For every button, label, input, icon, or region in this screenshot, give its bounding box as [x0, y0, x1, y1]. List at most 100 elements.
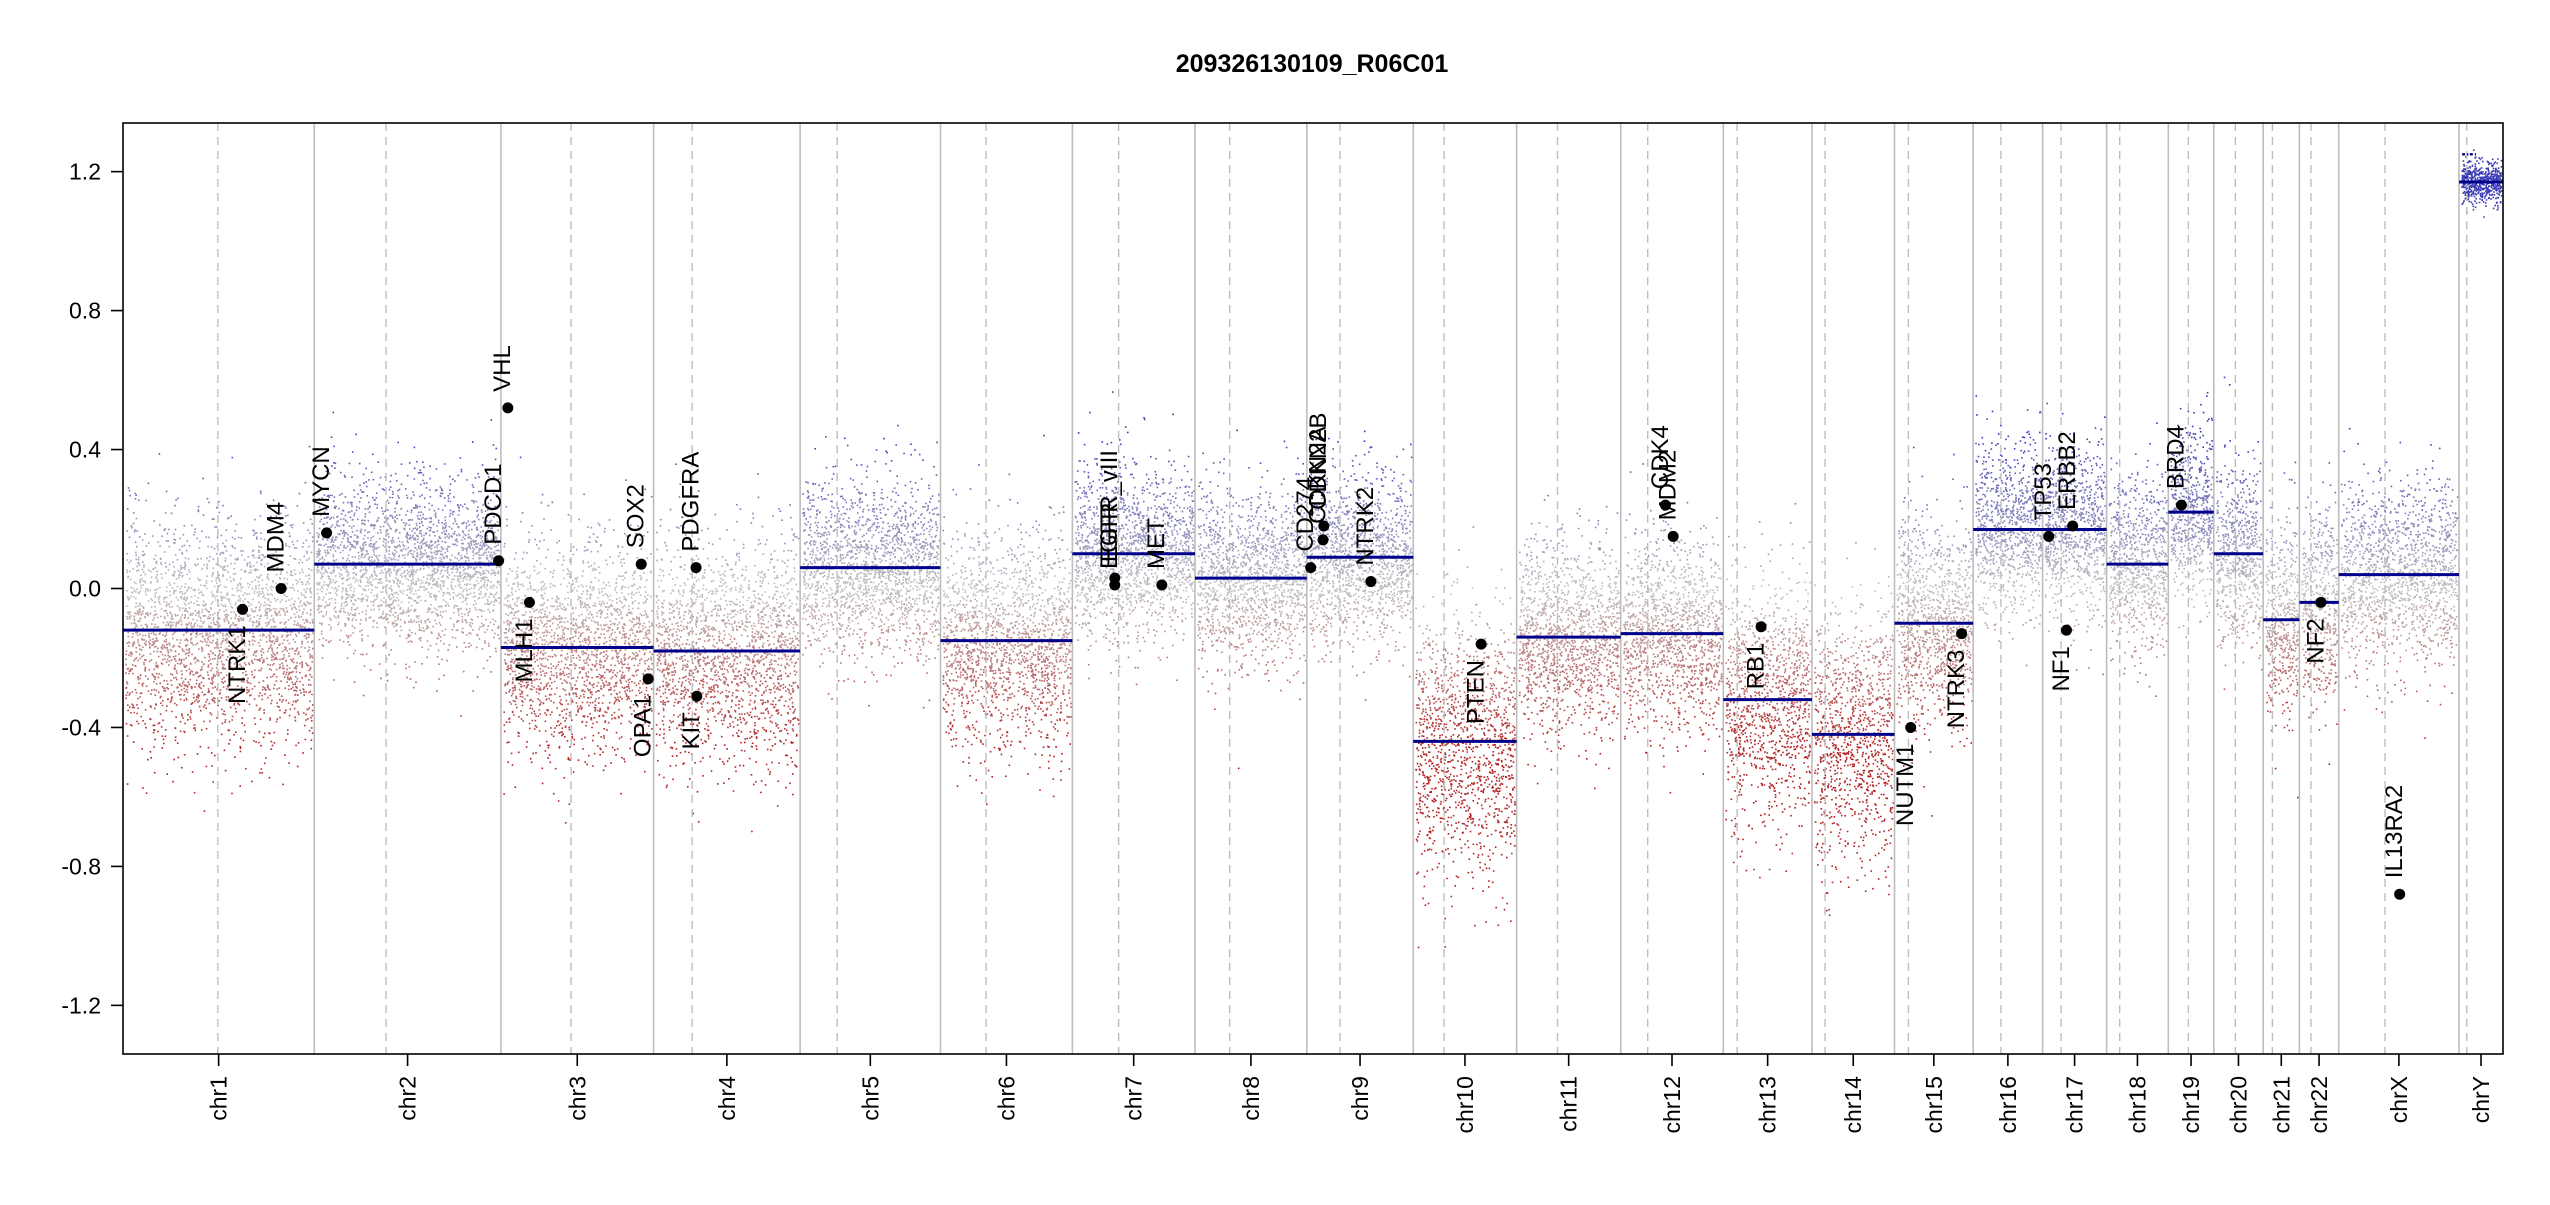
probe-point-group-chr9-181 — [1358, 463, 1361, 466]
probe-point-group-chr14-127 — [1882, 678, 1884, 681]
probe-point-group-chr7-64 — [1079, 496, 1177, 499]
probe-point-group-chr9-137 — [1328, 500, 1403, 503]
probe-point-group-chr2-3 — [348, 613, 470, 617]
probe-point-group-chr20-114 — [2230, 538, 2233, 541]
probe-point-group-chrX-102 — [2369, 564, 2457, 568]
probe-point-group-chr6-68 — [987, 705, 1072, 708]
probe-point-group-chr21-62 — [2273, 657, 2299, 661]
probe-point-group-chr19-3 — [2192, 433, 2197, 435]
probe-point-group-chr1-121 — [165, 604, 307, 607]
probe-point-group-chr5-54 — [802, 597, 939, 600]
probe-point-group-chr12-92 — [1650, 565, 1698, 569]
probe-point-group-chr9-176 — [1325, 654, 1327, 657]
probe-point-group-chr11-169 — [1530, 551, 1545, 554]
probe-point-group-chr16-59 — [1975, 548, 2040, 551]
probe-point-group-chr6-198 — [1007, 524, 1009, 527]
probe-point-group-chr11-19 — [1554, 625, 1613, 628]
probe-point-group-chr11-35 — [1542, 670, 1614, 674]
probe-point-group-chrY-0 — [2461, 149, 2503, 218]
probe-point-group-chr11-121 — [1571, 606, 1618, 609]
probe-points-chrX — [2340, 427, 2459, 739]
probe-point-group-chr21-42 — [2274, 541, 2286, 544]
gene-point-mlh1 — [523, 596, 535, 608]
probe-point-group-chr2-38 — [322, 575, 475, 578]
probe-point-group-chr11-204 — [1580, 723, 1610, 726]
probe-point-group-chr4-106 — [660, 700, 769, 704]
x-tick-label-chr3: chr3 — [564, 1076, 590, 1121]
probe-point-group-chr13-135 — [1743, 546, 1746, 549]
probe-point-group-chr21-63 — [2275, 667, 2292, 671]
probe-point-group-chr16-30 — [1995, 490, 2008, 493]
probe-point-group-chr13-40 — [1791, 557, 1794, 560]
probe-point-group-chr14-8 — [1829, 713, 1881, 715]
probe-point-group-chr7-153 — [1092, 480, 1094, 483]
probe-point-group-chr8-88 — [1198, 532, 1299, 536]
probe-point-group-chr13-70 — [1726, 703, 1806, 706]
probe-point-group-chr15-78 — [1904, 648, 1969, 652]
probe-point-group-chr11-72 — [1601, 739, 1603, 742]
probe-point-group-chr13-185 — [1794, 503, 1797, 505]
probe-point-group-chr5-103 — [805, 647, 901, 650]
probe-point-group-chrX-31 — [2345, 538, 2454, 542]
probe-point-group-chr18-169 — [2164, 471, 2167, 474]
probe-point-group-chr21-73 — [2271, 539, 2288, 543]
probe-point-group-chrX-193 — [2355, 664, 2441, 667]
probe-point-group-chr9-182 — [1357, 637, 1376, 641]
probe-points-chr3 — [503, 456, 653, 824]
probe-point-group-chr20-31 — [2259, 654, 2262, 657]
probe-point-group-chr1-72 — [160, 726, 163, 728]
probe-point-group-chr10-147 — [1478, 615, 1481, 618]
probe-point-group-chr4-8 — [658, 621, 797, 625]
probe-point-group-chr20-102 — [2227, 486, 2229, 488]
probe-point-group-chr14-128 — [1827, 629, 1830, 631]
probe-point-group-chr1-40 — [127, 597, 300, 600]
probe-point-group-chr1-43 — [137, 556, 272, 559]
probe-point-group-chr17-134 — [2048, 630, 2050, 633]
probe-point-group-chr10-43 — [1435, 633, 1463, 636]
probe-point-group-chr14-149 — [1826, 648, 1829, 650]
probe-point-group-chr2-215 — [372, 453, 374, 456]
probe-point-group-chr18-35 — [2111, 516, 2163, 519]
probe-point-group-chr5-166 — [878, 641, 918, 644]
probe-point-group-chr7-180 — [1133, 502, 1172, 505]
probe-point-group-chr3-236 — [519, 456, 522, 459]
probe-point-group-chr11-69 — [1546, 731, 1557, 733]
probe-point-group-chr11-200 — [1558, 721, 1613, 724]
probe-point-group-chr3-4 — [548, 693, 649, 696]
probe-point-group-chr12-217 — [1669, 545, 1672, 547]
probe-point-group-chr6-4 — [993, 677, 1061, 681]
probe-point-group-chr22-114 — [2318, 687, 2327, 690]
probe-point-group-chr2-49 — [347, 533, 488, 537]
probe-point-group-chr10-145 — [1479, 678, 1482, 681]
probe-point-group-chr17-7 — [2048, 515, 2096, 518]
probe-point-group-chr6-207 — [955, 493, 957, 496]
probe-point-group-chr14-49 — [1854, 627, 1857, 630]
probe-point-group-chr11-195 — [1545, 543, 1593, 545]
probe-point-group-chr1-244 — [208, 501, 210, 504]
probe-point-group-chr22-177 — [2336, 577, 2338, 580]
probe-point-group-chr20-147 — [2247, 451, 2249, 453]
probe-point-group-chr19-1 — [2186, 587, 2188, 590]
probe-point-group-chr5-170 — [851, 620, 939, 622]
probe-point-group-chr8-42 — [1213, 541, 1304, 544]
probe-point-group-chr3-102 — [550, 727, 564, 729]
probe-point-group-chr6-90 — [973, 621, 1072, 625]
probe-point-group-chr17-155 — [2051, 597, 2054, 599]
probe-point-group-chr3-135 — [511, 630, 647, 634]
probe-point-group-chr3-23 — [510, 591, 647, 594]
probe-point-group-chr22-83 — [2326, 623, 2336, 626]
probe-point-group-chr6-109 — [949, 624, 1068, 628]
probe-point-group-chr14-107 — [1876, 638, 1884, 641]
probe-point-group-chr12-170 — [1653, 720, 1658, 722]
x-axis: chr1 chr2 chr3 chr4 chr5 chr6 chr7 chr8 chr9 chr1… — [206, 1054, 2494, 1134]
probe-point-group-chr5-128 — [823, 497, 932, 500]
probe-point-group-chr10-130 — [1423, 647, 1460, 650]
probe-point-group-chr5-163 — [837, 680, 878, 683]
probe-point-group-chr5-192 — [936, 441, 938, 444]
probe-point-group-chr8-3 — [1213, 597, 1300, 600]
probe-point-group-chr20-33 — [2221, 640, 2224, 643]
probe-point-group-chr9-104 — [1308, 529, 1394, 532]
probe-point-group-chr15-108 — [1937, 642, 1967, 645]
probe-point-group-chr17-83 — [2048, 564, 2105, 567]
probe-point-group-chr3-215 — [544, 567, 639, 570]
